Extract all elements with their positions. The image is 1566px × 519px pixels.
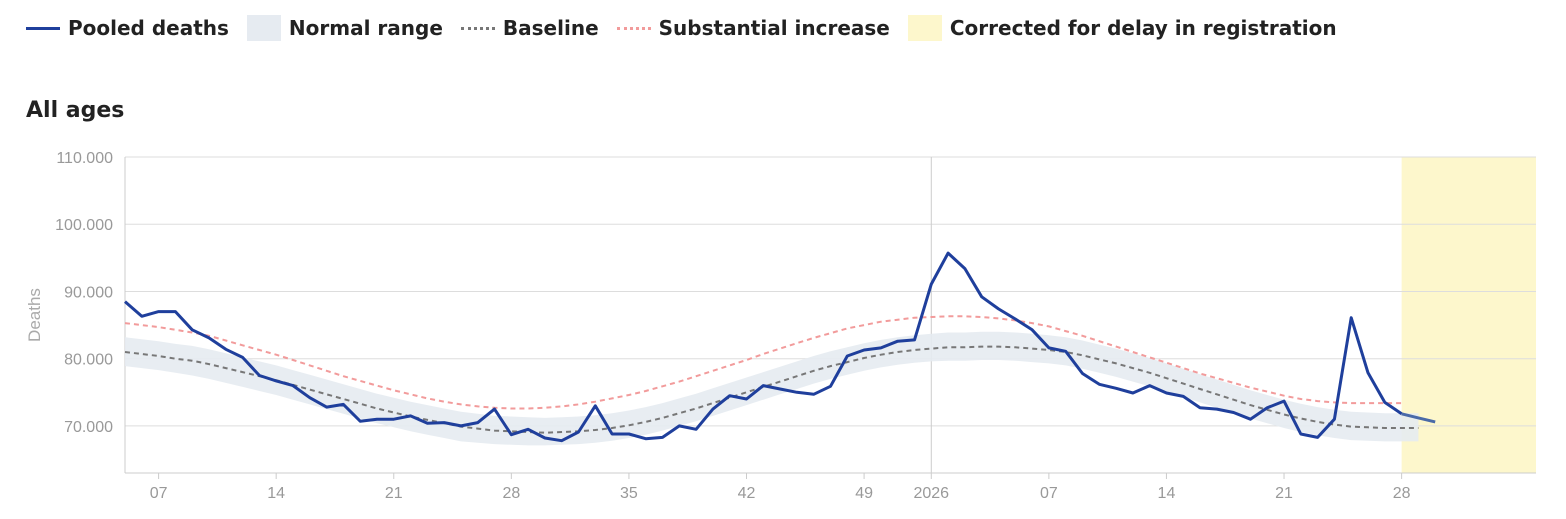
pooled-deaths-line: [124, 251, 1403, 443]
legend-item-corrected[interactable]: Corrected for delay in registration: [907, 15, 1337, 41]
legend-item-normal-range[interactable]: Normal range: [246, 15, 443, 41]
y-tick-label: 70.000: [64, 419, 113, 436]
y-tick-label: 90.000: [64, 284, 113, 301]
y-axis-label: Deaths: [25, 288, 44, 342]
legend-swatch-pooled-deaths: [26, 26, 60, 30]
legend-swatch-normal-range: [246, 15, 281, 41]
legend-swatch-corrected: [907, 15, 942, 41]
x-tick-label: 28: [502, 485, 520, 502]
x-tick-label: 14: [1158, 485, 1176, 502]
legend-swatch-baseline: [460, 26, 495, 30]
x-tick-label: 21: [1275, 485, 1293, 502]
substantial-increase-line: [124, 315, 1402, 410]
chart-legend: Pooled deaths Normal range Baseline Subs…: [26, 14, 1355, 42]
x-tick-label: 35: [620, 485, 638, 502]
legend-label-pooled-deaths: Pooled deaths: [68, 16, 229, 40]
legend-item-baseline[interactable]: Baseline: [460, 16, 599, 40]
x-tick-label: 07: [1040, 485, 1058, 502]
y-tick-label: 100.000: [55, 217, 113, 234]
legend-swatch-substantial-increase: [616, 26, 651, 30]
legend-item-pooled-deaths[interactable]: Pooled deaths: [26, 16, 229, 40]
panel-title: All ages: [26, 98, 125, 123]
deaths-line-chart: 70.000 80.000 90.000 100.000 110.000 07 14 21 28…: [25, 150, 1536, 502]
legend-label-substantial-increase: Substantial increase: [658, 16, 890, 40]
x-tick-label: 14: [267, 485, 285, 502]
x-tick-label: 07: [150, 485, 168, 502]
pooled-deaths-corrected-line: [1401, 412, 1436, 424]
y-tick-label: 80.000: [64, 352, 113, 369]
baseline-line: [124, 345, 1419, 434]
x-tick-label: 21: [385, 485, 403, 502]
x-tick-label: 28: [1393, 485, 1411, 502]
legend-label-corrected: Corrected for delay in registration: [949, 16, 1337, 40]
x-tick-label: 49: [855, 485, 873, 502]
legend-item-substantial-increase[interactable]: Substantial increase: [616, 16, 890, 40]
x-tick-label: 42: [738, 485, 756, 502]
legend-label-normal-range: Normal range: [288, 16, 443, 40]
y-tick-label: 110.000: [56, 150, 113, 167]
legend-label-baseline: Baseline: [502, 16, 599, 40]
x-tick-label: 2026: [913, 485, 949, 502]
